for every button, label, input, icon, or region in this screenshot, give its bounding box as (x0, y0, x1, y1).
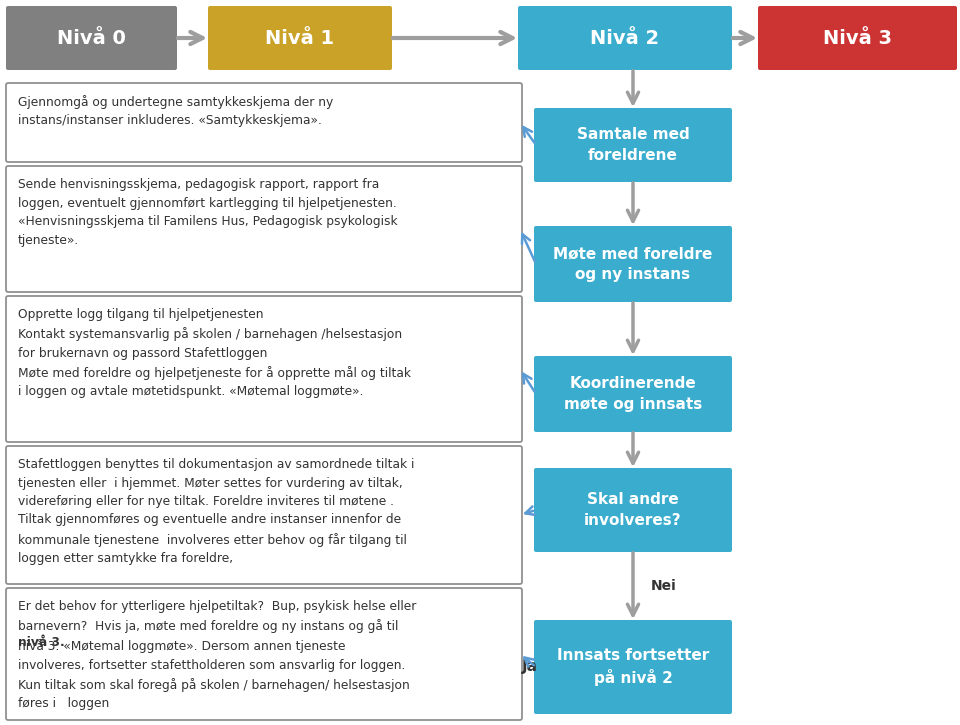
Text: Opprette logg tilgang til hjelpetjenesten
Kontakt systemansvarlig på skolen / ba: Opprette logg tilgang til hjelpetjeneste… (18, 308, 411, 398)
Text: Sende henvisningsskjema, pedagogisk rapport, rapport fra
loggen, eventuelt gjenn: Sende henvisningsskjema, pedagogisk rapp… (18, 178, 397, 246)
Text: Er det behov for ytterligere hjelpetiltak?  Bup, psykisk helse eller
barnevern? : Er det behov for ytterligere hjelpetilta… (18, 600, 417, 710)
Text: Skal andre
involveres?: Skal andre involveres? (585, 492, 682, 528)
Text: Ja: Ja (522, 660, 538, 674)
FancyBboxPatch shape (518, 6, 732, 70)
FancyBboxPatch shape (6, 296, 522, 442)
Text: Gjennomgå og undertegne samtykkeskjema der ny
instans/instanser inkluderes. «Sam: Gjennomgå og undertegne samtykkeskjema d… (18, 95, 333, 128)
FancyBboxPatch shape (6, 166, 522, 292)
FancyBboxPatch shape (6, 6, 177, 70)
Text: Stafettloggen benyttes til dokumentasjon av samordnede tiltak i
tjenesten eller : Stafettloggen benyttes til dokumentasjon… (18, 458, 415, 565)
Text: Nivå 2: Nivå 2 (590, 28, 660, 48)
Text: Møte med foreldre
og ny instans: Møte med foreldre og ny instans (553, 246, 712, 282)
FancyBboxPatch shape (534, 620, 732, 714)
Text: nivå 3.: nivå 3. (18, 637, 64, 650)
FancyBboxPatch shape (534, 108, 732, 182)
FancyBboxPatch shape (6, 83, 522, 162)
FancyBboxPatch shape (758, 6, 957, 70)
FancyBboxPatch shape (208, 6, 392, 70)
FancyBboxPatch shape (534, 468, 732, 552)
Text: Nivå 0: Nivå 0 (57, 28, 126, 48)
Text: Nei: Nei (651, 579, 677, 593)
Text: Innsats fortsetter
på nivå 2: Innsats fortsetter på nivå 2 (557, 647, 709, 687)
Text: Samtale med
foreldrene: Samtale med foreldrene (577, 127, 689, 163)
Text: Nivå 3: Nivå 3 (823, 28, 892, 48)
FancyBboxPatch shape (534, 356, 732, 432)
FancyBboxPatch shape (534, 226, 732, 302)
Text: Nivå 1: Nivå 1 (265, 28, 335, 48)
Text: Koordinerende
møte og innsats: Koordinerende møte og innsats (564, 376, 702, 412)
FancyBboxPatch shape (6, 446, 522, 584)
FancyBboxPatch shape (6, 588, 522, 720)
